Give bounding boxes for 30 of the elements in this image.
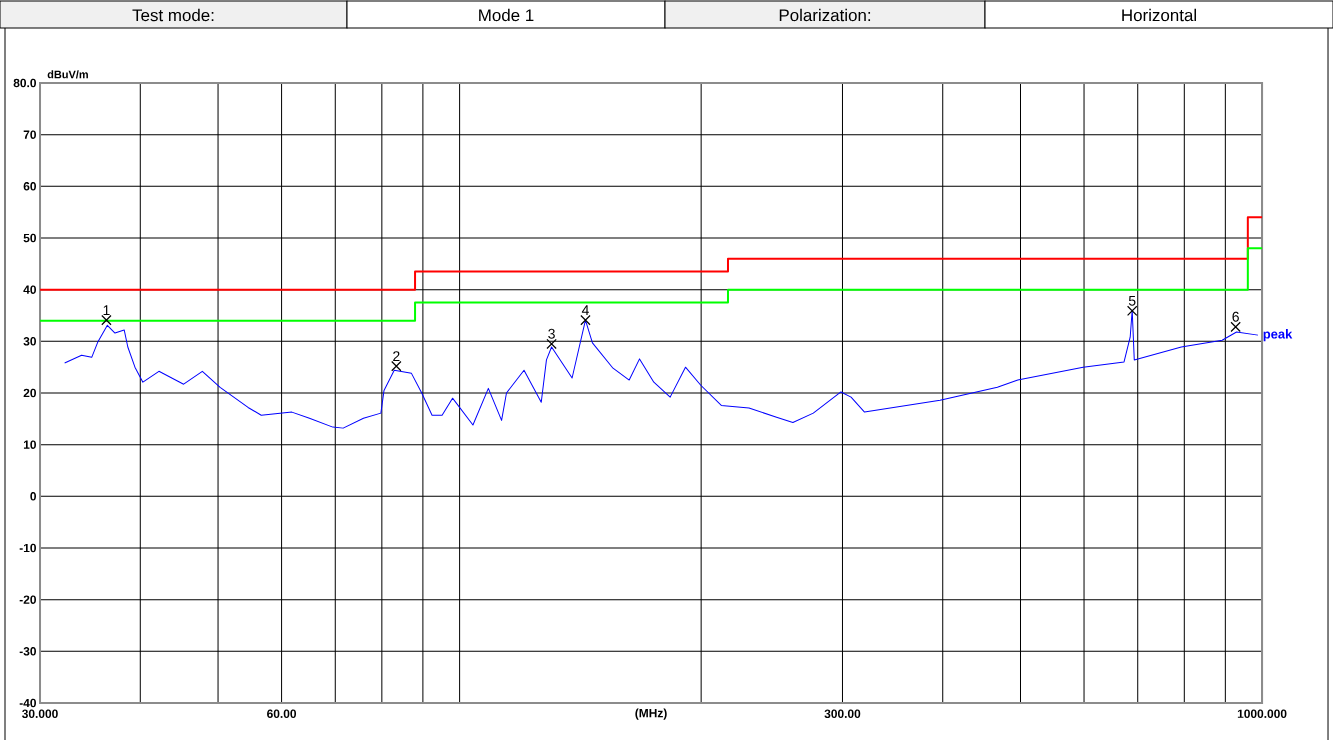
y-tick-label: 40 [23,285,36,294]
y-tick-label: 80.0 [13,78,36,88]
x-tick-label: 1000.000 [1237,709,1287,718]
annotation: 4 [581,305,589,315]
y-tick-label: -40 [19,698,36,708]
y-tick-label: -30 [19,647,36,656]
x-tick-label: 60.00 [267,709,297,718]
text: Polarization: [779,8,871,22]
x-tick-label: 30.000 [22,709,58,719]
y-tick-label: 70 [23,130,36,139]
text: Horizontal [1122,8,1196,22]
annotation: 5 [1128,295,1136,306]
y-tick-label: -20 [19,595,36,604]
y-tick-label: 30 [23,337,36,346]
legend-label: peak [1263,329,1293,342]
annotation: 3 [548,328,555,339]
x-axis-title: (MHz) [635,708,667,720]
y-tick-label: -10 [19,543,36,553]
annotation: 6 [1232,311,1239,322]
x-tick-label: 300.00 [824,709,861,719]
y-tick-label: 20 [23,388,36,398]
annotation: 2 [393,351,400,361]
y-tick-label: 10 [23,440,36,449]
text: Test mode: [132,8,214,22]
y-tick-label: 60 [23,182,36,191]
y-tick-label: 50 [23,233,36,243]
y-tick-label: 0 [30,492,36,501]
y-axis-title: dBuV/m [47,70,88,79]
text: Mode 1 [479,8,534,22]
annotation: 1 [103,305,110,315]
